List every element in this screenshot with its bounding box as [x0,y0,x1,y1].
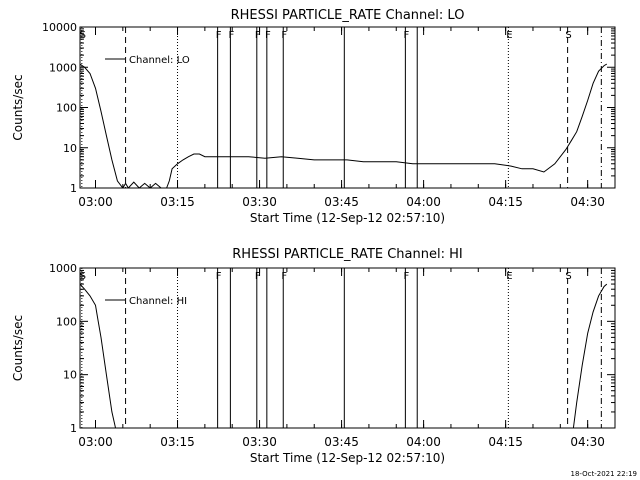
event-marker-label: E [506,271,512,282]
x-axis-label: Start Time (12-Sep-12 02:57:10) [250,451,445,465]
event-marker-label: F [281,30,287,41]
chart-title: RHESSI PARTICLE_RATE Channel: HI [232,247,462,262]
event-marker-label: S [565,30,571,41]
event-marker-label: S [565,271,571,282]
footer-timestamp: 18-Oct-2021 22:19 [571,470,637,478]
x-tick-label: 04:00 [406,435,441,449]
event-marker-label: F [216,30,222,41]
event-marker-label: S [80,271,86,282]
x-tick-label: 04:00 [406,195,441,209]
y-tick-label: 10 [63,369,77,382]
event-marker-label: F [265,30,271,41]
event-marker-label: F [255,271,261,282]
y-tick-label: 1000 [49,262,77,275]
y-tick-label: 10 [63,142,77,155]
event-marker-label: F [403,271,409,282]
x-tick-label: 03:45 [324,195,359,209]
y-axis-label: Counts/sec [11,315,25,381]
x-tick-label: 03:00 [78,435,113,449]
series-line [80,63,608,188]
chart-title: RHESSI PARTICLE_RATE Channel: LO [231,8,465,23]
x-tick-label: 03:30 [242,195,277,209]
y-axis-label: Counts/sec [11,74,25,140]
plot-frame [79,267,616,429]
legend-label: Channel: LO [129,55,190,66]
x-tick-label: 03:00 [78,195,113,209]
event-marker-label: F [229,30,235,41]
event-marker-label: F [403,30,409,41]
chart-panel-1: RHESSI PARTICLE_RATE Channel: HI 1 10 100 10… [11,247,616,465]
y-tick-label: 1 [70,422,77,435]
chart-panel-0: RHESSI PARTICLE_RATE Channel: LO 1 10 100 10… [11,8,616,225]
legend-label: Channel: HI [129,296,187,307]
series-line [80,283,608,428]
event-marker-label: F [216,271,222,282]
y-tick-label: 1 [70,182,77,195]
x-tick-label: 03:15 [160,195,195,209]
event-marker-label: E [506,30,512,41]
y-tick-label: 1000 [49,61,77,74]
y-tick-label: 10000 [42,21,77,34]
x-axis-label: Start Time (12-Sep-12 02:57:10) [250,211,445,225]
x-tick-label: 03:15 [160,435,195,449]
x-tick-label: 04:30 [570,435,605,449]
event-marker-label: F [255,30,261,41]
y-tick-label: 100 [56,315,77,328]
event-marker-label: F [281,271,287,282]
event-marker-label: S [80,30,86,41]
x-tick-label: 04:30 [570,195,605,209]
x-tick-label: 03:30 [242,435,277,449]
x-tick-label: 04:15 [488,195,523,209]
x-tick-label: 03:45 [324,435,359,449]
x-tick-label: 04:15 [488,435,523,449]
y-tick-label: 100 [56,102,77,115]
